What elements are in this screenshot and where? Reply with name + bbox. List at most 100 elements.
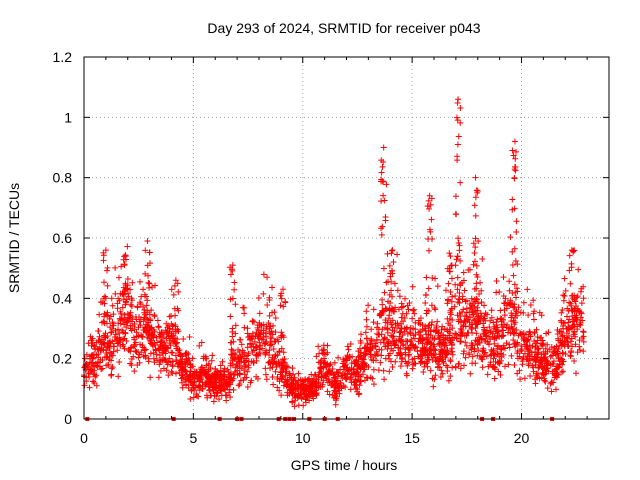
data-point (282, 298, 289, 305)
data-point (198, 339, 205, 346)
data-point (467, 304, 474, 311)
data-point (431, 376, 438, 383)
data-point (514, 348, 521, 355)
data-point (284, 377, 291, 384)
data-point (256, 310, 263, 317)
data-point (306, 388, 313, 395)
data-point (443, 334, 450, 341)
data-point (478, 335, 485, 342)
data-point (99, 365, 106, 372)
data-point (526, 342, 533, 349)
data-point (187, 368, 194, 375)
data-point (264, 302, 271, 309)
data-point (127, 301, 134, 308)
data-point (377, 339, 384, 346)
data-point (335, 369, 342, 376)
data-point (279, 332, 286, 339)
data-point (132, 347, 139, 354)
data-point (317, 373, 324, 380)
data-point (179, 374, 186, 381)
data-point (442, 287, 449, 294)
data-point (104, 361, 111, 368)
data-point (116, 337, 123, 344)
data-point (278, 345, 285, 352)
data-point (513, 308, 520, 315)
data-point (160, 365, 167, 372)
data-point (344, 343, 351, 350)
data-point (347, 340, 354, 347)
data-point (274, 384, 281, 391)
data-point (174, 280, 181, 287)
data-point (510, 152, 517, 159)
data-point (133, 316, 140, 323)
data-point (457, 105, 464, 112)
data-point (525, 360, 532, 367)
data-point (348, 371, 355, 378)
data-point (504, 321, 511, 328)
data-point (122, 253, 129, 260)
data-point (379, 223, 386, 230)
data-point (417, 321, 424, 328)
data-point (539, 369, 546, 376)
data-point (461, 362, 468, 369)
data-point (474, 352, 481, 359)
data-point (262, 350, 269, 357)
data-point (488, 346, 495, 353)
data-point (89, 359, 96, 366)
data-point (494, 324, 501, 331)
data-point (330, 371, 337, 378)
data-point (95, 327, 102, 334)
data-point (159, 334, 166, 341)
data-point (511, 166, 518, 173)
data-point (335, 385, 342, 392)
data-point (538, 354, 545, 361)
data-point (101, 300, 108, 307)
data-point (108, 371, 115, 378)
data-point (202, 372, 209, 379)
data-point (307, 383, 314, 390)
data-point (512, 257, 519, 264)
data-point (453, 114, 460, 121)
data-point (449, 351, 456, 358)
data-point (349, 353, 356, 360)
data-point (447, 373, 454, 380)
data-point (514, 341, 521, 348)
data-point (471, 345, 478, 352)
data-point (122, 299, 129, 306)
data-point (318, 374, 325, 381)
data-point (329, 365, 336, 372)
data-point (368, 326, 375, 333)
data-point (444, 315, 451, 322)
data-point (567, 280, 574, 287)
data-point (114, 300, 121, 307)
data-point (227, 362, 234, 369)
data-point (172, 312, 179, 319)
data-point (407, 342, 414, 349)
data-point (102, 334, 109, 341)
data-point (244, 368, 251, 375)
data-point (519, 361, 526, 368)
data-point (342, 384, 349, 391)
data-point (363, 345, 370, 352)
data-point (565, 324, 572, 331)
data-point (472, 194, 479, 201)
data-point (432, 372, 439, 379)
data-point (101, 279, 108, 286)
data-point (120, 343, 127, 350)
data-point (153, 357, 160, 364)
data-point (389, 364, 396, 371)
data-point (580, 348, 587, 355)
data-point (272, 368, 279, 375)
data-point (131, 326, 138, 333)
data-point (384, 250, 391, 257)
data-point (320, 377, 327, 384)
data-point (439, 370, 446, 377)
data-point (391, 280, 398, 287)
data-point (420, 369, 427, 376)
data-point (352, 376, 359, 383)
data-point (384, 336, 391, 343)
data-point (530, 316, 537, 323)
data-point (192, 384, 199, 391)
data-point (511, 174, 518, 181)
